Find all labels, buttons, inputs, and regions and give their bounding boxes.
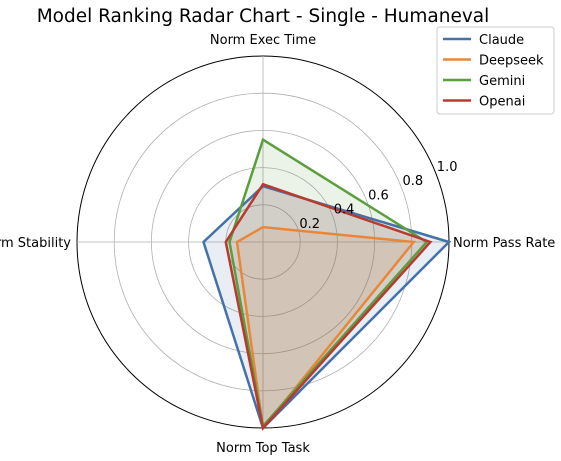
legend-label-gemini: Gemini — [479, 74, 525, 89]
radial-tick-label: 0.8 — [403, 174, 424, 189]
chart-title: Model Ranking Radar Chart - Single - Hum… — [37, 6, 490, 27]
series-line-gemini — [228, 137, 429, 429]
radar-axis-labels: 0.2 0.4 0.6 0.8 1.0 Norm Pass Rate Norm Exec T… — [0, 33, 555, 456]
series-line-openai — [224, 182, 433, 431]
radial-tick-label: 0.4 — [334, 203, 355, 218]
axis-label-norm-top-task: Norm Top Task — [216, 441, 310, 456]
series-line-deepseek — [235, 225, 417, 432]
axis-label-norm-exec-time: Norm Exec Time — [210, 33, 316, 48]
legend-label-openai: Openai — [479, 95, 525, 110]
radial-tick-label: 0.2 — [299, 217, 320, 232]
radar-series — [202, 137, 452, 432]
series-fill-deepseek — [237, 227, 414, 428]
axis-label-norm-pass-rate: Norm Pass Rate — [453, 236, 555, 251]
legend-label-claude: Claude — [479, 33, 524, 48]
legend-label-deepseek: Deepseek — [479, 54, 544, 69]
radial-tick-label: 0.6 — [368, 188, 389, 203]
series-fill-claude — [203, 186, 449, 428]
legend-box — [436, 26, 555, 115]
axis-label-norm-stability: Norm Stability — [0, 236, 71, 251]
radial-tick-label: 1.0 — [437, 160, 458, 175]
legend: Claude Deepseek Gemini Openai — [436, 26, 555, 115]
series-fill-openai — [225, 184, 431, 428]
